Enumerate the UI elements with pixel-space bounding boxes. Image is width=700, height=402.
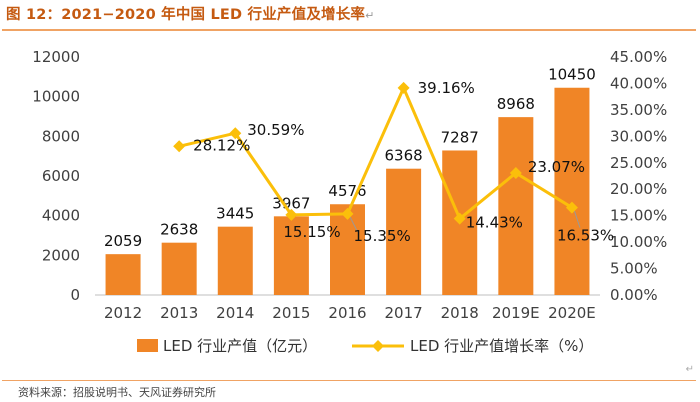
source-note: 资料来源：招股说明书、天风证券研究所	[18, 384, 216, 400]
left-tick-label: 2000	[42, 246, 80, 264]
bar	[554, 87, 590, 295]
growth-line	[178, 86, 573, 221]
line-series: 28.12%30.59% 15.15% 15.35% 39.16% 14.43% 23.0…	[173, 79, 614, 245]
right-tick-label: 0.00%	[610, 286, 658, 304]
bar	[386, 168, 422, 295]
left-tick-label: 0	[70, 286, 80, 304]
left-tick-label: 4000	[42, 207, 80, 225]
category-label: 2017	[385, 304, 423, 322]
source-divider	[2, 380, 696, 381]
category-label: 2014	[216, 304, 254, 322]
bar	[217, 226, 253, 295]
category-axis: 2012 2013 2014 2015 2016 2017 2018 2019E 2020E	[104, 304, 596, 322]
legend-swatch-bar	[137, 339, 158, 352]
growth-marker	[565, 201, 578, 214]
growth-marker	[229, 127, 242, 140]
category-label: 2012	[104, 304, 142, 322]
growth-value-label: 14.43%	[466, 214, 523, 232]
legend-label-line: LED 行业产值增长率（%）	[410, 337, 593, 355]
right-tick-label: 5.00%	[610, 260, 658, 278]
growth-marker	[173, 140, 186, 153]
combo-chart: 0 2000 4000 6000 8000 10000 12000 0.00% 5.00% 10…	[32, 48, 667, 355]
left-tick-label: 8000	[42, 127, 80, 145]
growth-value-label: 16.53%	[557, 227, 614, 245]
right-tick-label: 25.00%	[610, 154, 667, 172]
growth-value-label: 30.59%	[247, 121, 304, 139]
growth-value-label: 15.15%	[283, 223, 340, 241]
figure-title-text: 图 12：2021−2020 年中国 LED 行业产值及增长率	[6, 7, 366, 23]
growth-value-label: 39.16%	[418, 79, 475, 97]
category-label: 2020E	[548, 304, 596, 322]
left-tick-label: 12000	[32, 48, 80, 66]
left-tick-label: 6000	[42, 167, 80, 185]
category-label: 2013	[160, 304, 198, 322]
legend-label-bar: LED 行业产值（亿元）	[163, 337, 317, 355]
growth-marker	[341, 207, 354, 220]
bar	[105, 254, 141, 295]
bar-value-label: 10450	[548, 66, 596, 84]
legend: LED 行业产值（亿元） LED 行业产值增长率（%）	[137, 337, 593, 355]
growth-marker	[453, 212, 466, 225]
category-label: 2016	[328, 304, 366, 322]
category-label: 2019E	[492, 304, 540, 322]
category-label: 2015	[272, 304, 310, 322]
growth-marker	[509, 166, 522, 179]
corner-mark: ↵	[685, 364, 694, 375]
category-label: 2018	[441, 304, 479, 322]
label-leader-line	[573, 209, 581, 228]
growth-value-label: 23.07%	[528, 158, 585, 176]
right-axis: 0.00% 5.00% 10.00% 15.00% 20.00% 25.00% 30.00%…	[610, 48, 667, 304]
right-tick-label: 30.00%	[610, 127, 667, 145]
bar-value-label: 3445	[216, 205, 254, 223]
bar-value-label: 6368	[385, 147, 423, 165]
source-text: 资料来源：招股说明书、天风证券研究所	[18, 386, 216, 399]
figure-title: 图 12：2021−2020 年中国 LED 行业产值及增长率↵	[6, 3, 375, 24]
right-tick-label: 40.00%	[610, 74, 667, 92]
right-tick-label: 20.00%	[610, 180, 667, 198]
right-tick-label: 10.00%	[610, 233, 667, 251]
growth-marker	[285, 208, 298, 221]
left-tick-label: 10000	[32, 88, 80, 106]
bar-value-label: 2059	[104, 232, 142, 250]
bar-value-label: 2638	[160, 221, 198, 239]
return-mark: ↵	[365, 9, 375, 22]
right-tick-label: 45.00%	[610, 48, 667, 66]
growth-value-label: 15.35%	[354, 227, 411, 245]
right-tick-label: 35.00%	[610, 101, 667, 119]
bar	[161, 242, 197, 295]
label-leader-line	[349, 215, 358, 233]
bar-value-label: 7287	[441, 128, 479, 146]
legend-swatch-marker	[372, 340, 384, 352]
right-tick-label: 15.00%	[610, 207, 667, 225]
bar-value-label: 8968	[497, 95, 535, 113]
bar	[273, 216, 309, 295]
growth-marker	[397, 81, 410, 94]
growth-value-label: 28.12%	[193, 136, 250, 154]
title-divider	[2, 29, 696, 31]
bar	[498, 117, 534, 295]
